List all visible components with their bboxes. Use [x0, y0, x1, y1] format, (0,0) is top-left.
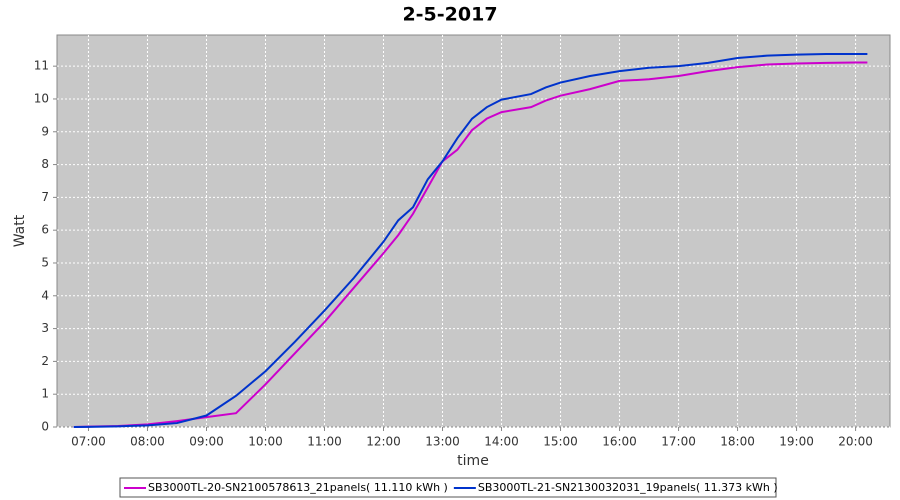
x-tick-label: 09:00 — [189, 435, 224, 449]
plot-area — [56, 34, 891, 428]
legend — [119, 477, 777, 498]
y-tick-label: 8 — [41, 157, 49, 171]
x-tick-label: 17:00 — [661, 435, 696, 449]
y-tick-label: 10 — [34, 91, 49, 105]
x-tick-label: 10:00 — [248, 435, 283, 449]
y-tick-label: 5 — [41, 255, 49, 269]
x-tick-label: 14:00 — [484, 435, 519, 449]
legend-label: SB3000TL-21-SN2130032031_19panels( 11.37… — [478, 481, 778, 494]
y-tick-label: 0 — [41, 420, 49, 434]
x-tick-label: 19:00 — [779, 435, 814, 449]
y-tick-label: 3 — [41, 321, 49, 335]
legend-label: SB3000TL-20-SN2100578613_21panels( 11.11… — [148, 481, 448, 494]
series-line — [73, 61, 868, 428]
x-tick-label: 07:00 — [71, 435, 106, 449]
x-tick-label: 11:00 — [307, 435, 342, 449]
series-line — [73, 53, 868, 428]
chart-title: 2-5-2017 — [402, 4, 497, 26]
y-tick-label: 7 — [41, 190, 49, 204]
y-tick-label: 2 — [41, 354, 49, 368]
y-tick-label: 4 — [41, 288, 49, 302]
x-tick-label: 20:00 — [838, 435, 873, 449]
y-tick-label: 11 — [34, 59, 49, 73]
y-tick-label: 6 — [41, 223, 49, 237]
x-tick-label: 15:00 — [543, 435, 578, 449]
x-tick-label: 08:00 — [130, 435, 165, 449]
x-tick-label: 16:00 — [602, 435, 637, 449]
x-axis-label: time — [457, 453, 489, 469]
y-axis-label: Watt — [12, 214, 28, 247]
x-tick-label: 13:00 — [425, 435, 460, 449]
x-tick-label: 18:00 — [720, 435, 755, 449]
y-tick-label: 1 — [41, 387, 49, 401]
x-tick-label: 12:00 — [366, 435, 401, 449]
y-tick-label: 9 — [41, 124, 49, 138]
